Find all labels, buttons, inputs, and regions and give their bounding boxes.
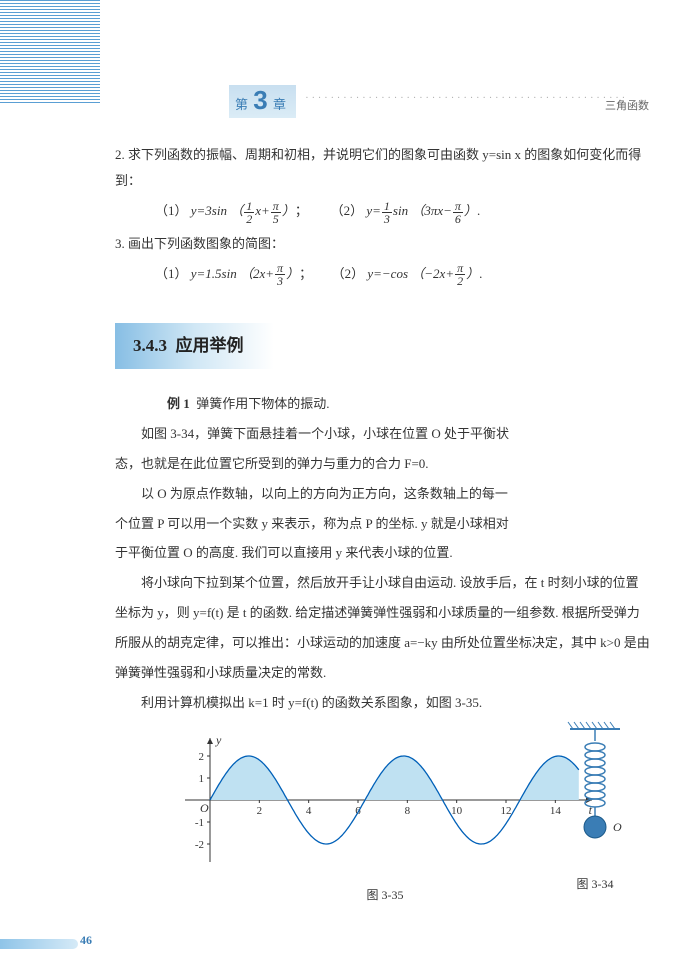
q3-item2-expr: y=−cos [367,266,408,281]
page-number: 46 [80,933,92,948]
q3-item1-inner: 2x+ [253,266,274,281]
q2-item2-inner: 3πx− [424,203,452,218]
example-p2: 以 O 为原点作数轴，以向上的方向为正方向，这条数轴上的每一个位置 P 可以用一… [115,479,510,569]
svg-text:O: O [200,801,209,815]
svg-text:2: 2 [257,805,263,817]
q2-item1-mid: x+ [255,203,270,218]
section-title: 3.4.3 应用举例 [115,323,274,369]
paren-r2: ） [464,203,477,218]
figure-wave: -2-1122468101214ytO 图 3-35 [165,730,605,907]
svg-text:8: 8 [405,805,411,817]
paren-r: ） [282,203,295,218]
q2-item2-label: （2） [331,203,364,218]
header-subject: 三角函数 [605,97,649,113]
svg-text:1: 1 [199,773,205,785]
svg-text:-1: -1 [195,817,204,829]
q2-item1-frac-b: π5 [270,200,282,225]
paren-l3: （ [240,266,253,281]
question-2: 2. 求下列函数的振幅、周期和初相，并说明它们的图象可由函数 y=sin x 的… [115,142,650,194]
example-title: 弹簧作用下物体的振动. [196,396,329,411]
chapter-suffix: 章 [273,97,286,112]
wave-chart: -2-1122468101214ytO [170,730,600,870]
svg-text:4: 4 [306,805,312,817]
q3-item1-frac: π3 [274,262,286,287]
q3-item2-tail: . [479,266,482,281]
svg-text:12: 12 [501,805,512,817]
paren-l2: （ [411,203,424,218]
paren-r3: ） [286,266,299,281]
q2-item2-pre: y= [366,203,381,218]
page-footer: 46 [0,939,100,961]
q3-item1-expr: y=1.5sin [191,266,237,281]
q2-item1-label: （1） [155,203,188,218]
q2-item2-tail: . [477,203,480,218]
q3-subitems: （1） y=1.5sin （2x+π3）； （2） y=−cos （−2x+π2… [115,261,650,288]
spring-icon: O [565,719,625,859]
q3-item2-frac: π2 [454,262,466,287]
footer-bar [0,939,78,949]
example-head: 例 1 弹簧作用下物体的振动. [115,389,510,419]
q2-stem: 2. 求下列函数的振幅、周期和初相，并说明它们的图象可由函数 y=sin x 的… [115,147,641,188]
q3-item2-inner: −2x+ [424,266,454,281]
figure-spring-caption: 图 3-34 [555,872,635,896]
q3-item1-label: （1） [155,266,188,281]
paren-l: （ [230,203,243,218]
paren-l4: （ [411,266,424,281]
svg-text:10: 10 [451,805,463,817]
q3-item2-label: （2） [332,266,365,281]
q2-item2-frac-a: 13 [381,200,393,225]
page-content: 2. 求下列函数的振幅、周期和初相，并说明它们的图象可由函数 y=sin x 的… [115,142,650,907]
q3-stem: 3. 画出下列函数图象的简图： [115,236,284,251]
q2-item1-tail: ； [295,203,308,218]
question-3: 3. 画出下列函数图象的简图： [115,231,650,257]
example-block: 例 1 弹簧作用下物体的振动. 如图 3-34，弹簧下面悬挂着一个小球，小球在位… [115,389,650,568]
svg-text:2: 2 [199,751,205,763]
svg-text:y: y [215,733,222,747]
q2-item2-frac-b: π6 [452,200,464,225]
svg-text:O: O [613,820,622,834]
q2-subitems: （1） y=3sin （12x+π5）； （2） y=13sin （3πx−π6… [115,198,650,225]
header-stripes [0,0,100,105]
paren-r4: ） [466,266,479,281]
example-p3: 将小球向下拉到某个位置，然后放开手让小球自由运动. 设放手后，在 t 时刻小球的… [115,568,650,688]
chapter-box: 第 3 章 [229,85,296,118]
chapter-number: 3 [251,85,269,115]
chapter-header: 第 3 章 ··································… [229,85,649,127]
svg-text:-2: -2 [195,839,204,851]
figure-spring: O 图 3-34 [555,719,635,896]
figure-wave-caption: 图 3-35 [165,883,605,907]
q2-item2-mid: sin [393,203,408,218]
example-p1: 如图 3-34，弹簧下面悬挂着一个小球，小球在位置 O 处于平衡状态，也就是在此… [115,419,510,479]
section-number: 3.4.3 [133,336,167,355]
q2-item1-frac-a: 12 [243,200,255,225]
q2-item1-expr: y=3sin [191,203,227,218]
q3-item1-tail: ； [299,266,312,281]
header-dots: ········································… [299,93,628,104]
section-title-text: 应用举例 [176,336,244,355]
example-p4: 利用计算机模拟出 k=1 时 y=f(t) 的函数关系图象，如图 3-35. [115,688,650,718]
example-label: 例 1 [141,396,190,411]
chapter-prefix: 第 [235,97,248,112]
